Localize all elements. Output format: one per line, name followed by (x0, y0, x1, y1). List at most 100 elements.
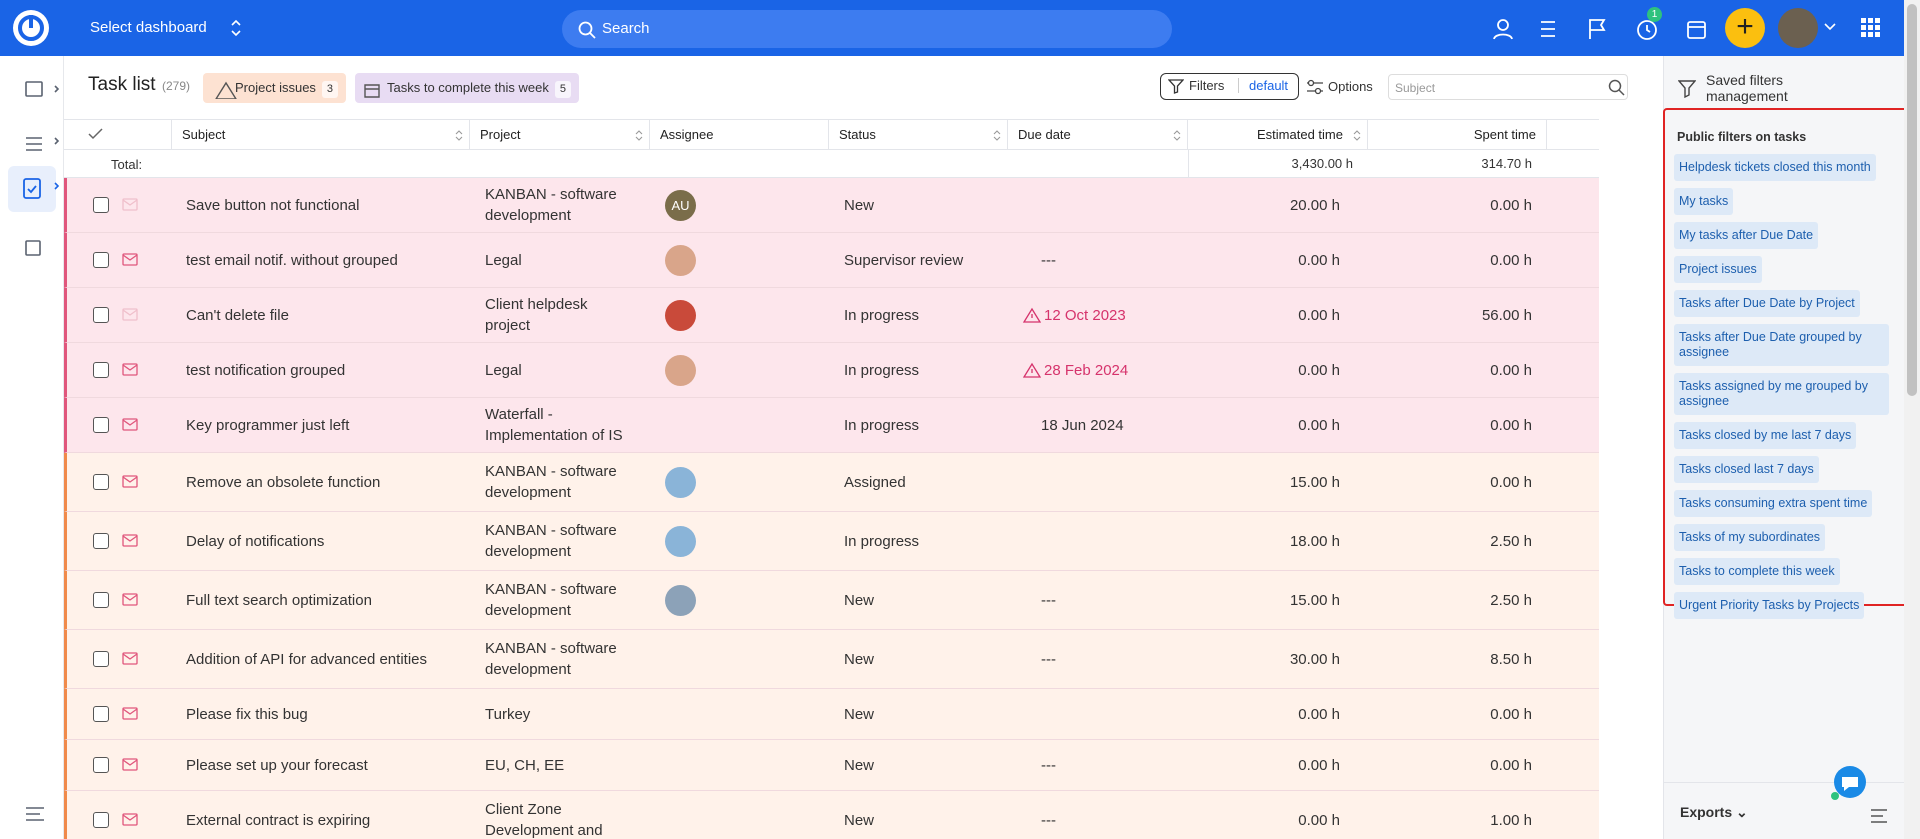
text[interactable]: External contract is expiring (186, 811, 371, 829)
checkbox[interactable] (93, 197, 109, 213)
sort-icon[interactable] (1353, 129, 1361, 141)
saved-filter[interactable]: My tasks (1674, 188, 1734, 215)
checkbox[interactable] (93, 474, 109, 490)
filters-button[interactable]: Filters default (1160, 73, 1300, 100)
scroll-thumb[interactable] (1907, 4, 1917, 396)
column-header[interactable]: Assignee (650, 119, 829, 150)
saved-filter[interactable]: Tasks to complete this week (1674, 558, 1840, 585)
task-row[interactable]: test notification grouped Legal In progres… (64, 343, 1599, 398)
sort-icon[interactable] (1173, 129, 1181, 141)
avatar[interactable]: AU (665, 189, 696, 221)
cell-spent: 0.00 h (1368, 398, 1547, 452)
total-estimated: 3,430.00 h (1188, 150, 1368, 177)
text: New (844, 756, 875, 774)
task-row[interactable]: Remove an obsolete function KANBAN - soft… (64, 453, 1599, 512)
saved-filter[interactable]: Tasks closed last 7 days (1674, 456, 1819, 483)
task-row[interactable]: Addition of API for advanced entities KAN… (64, 630, 1599, 689)
task-row[interactable]: Please fix this bug Turkey New 0.00 h 0.00 h (64, 689, 1599, 740)
checkbox[interactable] (93, 592, 109, 608)
task-row[interactable]: Save button not functional KANBAN - softw… (64, 178, 1599, 233)
checkbox[interactable] (93, 307, 109, 323)
cell-status: In progress (829, 398, 1008, 452)
text[interactable]: Remove an obsolete function (186, 473, 381, 491)
task-row[interactable]: Please set up your forecast EU, CH, EE New… (64, 740, 1599, 791)
checkbox[interactable] (93, 362, 109, 378)
apps-grid[interactable] (1861, 18, 1881, 38)
side-icons[interactable] (1826, 766, 1896, 826)
sidebar-title[interactable]: Saved filters management (1706, 72, 1788, 104)
avatar[interactable] (665, 525, 696, 557)
column-header[interactable]: Status (829, 119, 1008, 150)
avatar[interactable] (665, 466, 696, 498)
select-all[interactable] (88, 127, 104, 141)
exports-button[interactable]: Exports ⌄ (1680, 804, 1748, 820)
saved-filter[interactable]: Project issues (1674, 256, 1762, 283)
filter-tag[interactable]: Project issues 3 (203, 73, 347, 103)
header-icons[interactable] (1490, 16, 1770, 42)
avatar[interactable] (665, 244, 696, 276)
saved-filter[interactable]: Tasks of my subordinates (1674, 524, 1826, 551)
text[interactable]: Delay of notifications (186, 532, 325, 550)
saved-filter[interactable]: Tasks after Due Date by Project (1674, 290, 1860, 317)
column-header[interactable]: Spent time (1368, 119, 1547, 150)
checkbox[interactable] (93, 812, 109, 828)
text: 0.00 h (1298, 251, 1340, 269)
task-row[interactable]: Full text search optimization KANBAN - so… (64, 571, 1599, 630)
text[interactable]: Key programmer just left (186, 416, 350, 434)
logo[interactable] (12, 9, 50, 47)
avatar[interactable] (665, 354, 696, 386)
text: --- (1041, 591, 1056, 609)
add-button[interactable]: + (1725, 8, 1765, 48)
task-row[interactable]: Can't delete file Client helpdesk project… (64, 288, 1599, 343)
text[interactable]: Please fix this bug (186, 705, 308, 723)
saved-filter[interactable]: Urgent Priority Tasks by Projects (1674, 592, 1865, 619)
filter-tag[interactable]: Tasks to complete this week 5 (355, 73, 579, 103)
text[interactable]: Full text search optimization (186, 591, 372, 609)
saved-filter[interactable]: Tasks consuming extra spent time (1674, 490, 1873, 517)
column-header[interactable]: Project (470, 119, 650, 150)
sort-icon[interactable] (993, 129, 1001, 141)
sort-icon[interactable] (635, 129, 643, 141)
checkbox[interactable] (93, 417, 109, 433)
dashboard-select[interactable]: Select dashboard (90, 19, 207, 36)
sort-icon[interactable] (455, 129, 463, 141)
task-row[interactable]: Key programmer just left Waterfall - Impl… (64, 398, 1599, 453)
text[interactable]: Addition of API for advanced entities (186, 650, 427, 668)
text: 18 Jun 2024 (1041, 416, 1124, 434)
options-button[interactable]: Options (1328, 79, 1373, 94)
mail-icon (122, 475, 138, 488)
saved-filter[interactable]: My tasks after Due Date (1674, 222, 1819, 249)
text[interactable]: test notification grouped (186, 361, 346, 379)
text[interactable]: Save button not functional (186, 196, 360, 214)
subject-input[interactable]: Subject (1388, 74, 1628, 100)
scrollbar[interactable] (1904, 0, 1920, 839)
nav-icons[interactable] (0, 56, 64, 839)
text[interactable]: test email notif. without grouped (186, 251, 398, 269)
checkbox[interactable] (93, 533, 109, 549)
checkbox[interactable] (93, 706, 109, 722)
checkbox[interactable] (93, 252, 109, 268)
tag-label: Project issues (235, 80, 316, 95)
text[interactable]: Can't delete file (186, 306, 289, 324)
text: In progress (844, 306, 920, 324)
search-box[interactable]: Search (562, 10, 1172, 48)
avatar[interactable] (665, 299, 696, 331)
column-header[interactable]: Due date (1008, 119, 1188, 150)
saved-filter[interactable]: Helpdesk tickets closed this month (1674, 154, 1876, 181)
checkbox[interactable] (93, 651, 109, 667)
saved-filter[interactable]: Tasks after Due Date grouped by assignee (1674, 324, 1889, 366)
saved-filter[interactable]: Tasks assigned by me grouped by assignee (1674, 373, 1889, 415)
cell-spent: 1.00 h (1368, 791, 1547, 839)
column-header[interactable]: Estimated time (1188, 119, 1368, 150)
cell-assignee (650, 288, 829, 342)
column-header[interactable]: Subject (171, 119, 470, 150)
avatar[interactable] (665, 584, 696, 616)
task-row[interactable]: test email notif. without grouped Legal Su… (64, 233, 1599, 288)
text[interactable]: Please set up your forecast (186, 756, 368, 774)
user-avatar[interactable] (1778, 8, 1818, 48)
task-row[interactable]: External contract is expiring Client Zone… (64, 791, 1599, 839)
checkbox[interactable] (93, 757, 109, 773)
task-row[interactable]: Delay of notifications KANBAN - software … (64, 512, 1599, 571)
saved-filter[interactable]: Tasks closed by me last 7 days (1674, 422, 1857, 449)
text: Client helpdesk project (485, 296, 588, 334)
